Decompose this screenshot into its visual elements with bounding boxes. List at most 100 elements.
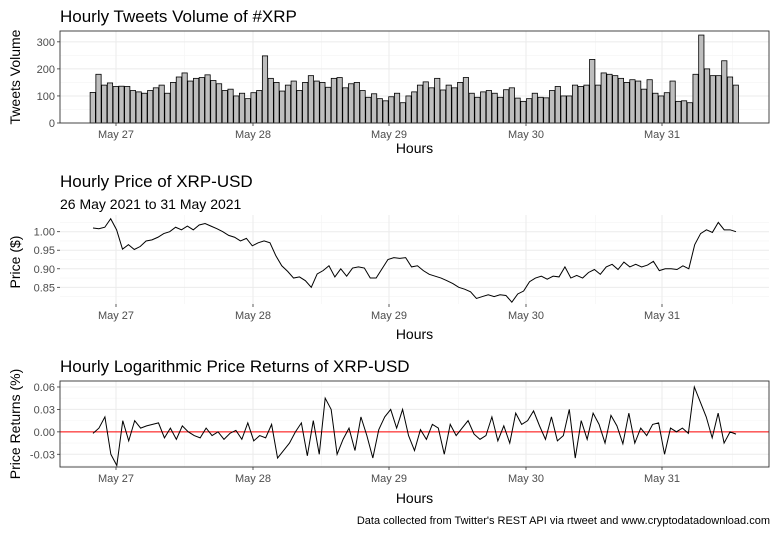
tweet-volume-bar: [686, 102, 693, 124]
tweet-volume-bar: [721, 60, 728, 124]
tweet-volume-bar: [635, 80, 642, 124]
tweet-volume-bar: [554, 86, 561, 124]
returns-chart-title: Hourly Logarithmic Price Returns of XRP-…: [60, 357, 410, 376]
price-x-ticks: May 27 May 28 May 29 May 30 May 31: [98, 304, 680, 322]
tweet-volume-bar: [313, 80, 320, 124]
tweet-volume-bar: [675, 100, 682, 124]
tweet-volume-bar: [158, 84, 165, 124]
tweet-volume-bar: [244, 98, 251, 124]
x-tick-label: May 30: [508, 129, 544, 141]
tweet-volume-bar: [405, 95, 412, 124]
tweet-volume-bar: [399, 102, 406, 124]
tweet-volume-bar: [279, 90, 286, 124]
tweet-volume-bar: [543, 97, 550, 124]
returns-y-axis-label: Price Returns (%): [7, 369, 23, 479]
tweet-volume-bar: [319, 82, 326, 124]
tweet-volume-bar: [394, 92, 401, 124]
tweet-volume-bar: [600, 72, 607, 124]
returns-x-ticks: May 27 May 28 May 29 May 30 May 31: [98, 467, 680, 485]
tweet-volume-bar: [497, 96, 504, 124]
x-tick-label: May 28: [235, 473, 271, 485]
tweet-volume-bar: [302, 82, 309, 124]
tweet-volume-bar: [147, 90, 154, 124]
tweet-volume-bar: [537, 96, 544, 124]
tweet-volume-bar: [566, 95, 573, 124]
y-tick-label: 0.00: [34, 427, 55, 439]
tweet-volume-bar: [348, 83, 355, 124]
tweet-volume-bar: [238, 92, 246, 124]
tweet-volume-bar: [256, 90, 263, 124]
tweet-volume-bar: [531, 92, 538, 124]
tweets-plot-frame: [59, 30, 770, 124]
tweets-y-axis-label: Tweets Volume: [7, 29, 23, 124]
tweet-volume-bar: [112, 86, 119, 124]
y-tick-label: 300: [37, 37, 55, 49]
price-line: [92, 217, 737, 303]
x-tick-label: May 29: [371, 473, 407, 485]
y-tick-label: -0.03: [30, 449, 55, 461]
price-panel: Hourly Price of XRP-USD 26 May 2021 to 3…: [7, 172, 769, 342]
tweet-volume-bar: [336, 77, 343, 124]
tweet-volume-bar: [520, 100, 527, 124]
tweet-volume-bar: [474, 96, 481, 124]
x-tick-label: May 31: [644, 473, 680, 485]
tweet-volume-bar: [106, 82, 114, 124]
tweet-volume-bar: [164, 92, 171, 124]
tweet-volume-bar: [261, 55, 269, 124]
tweet-volume-bar: [468, 92, 475, 124]
tweet-volume-bar: [571, 84, 579, 124]
tweet-volume-bar: [227, 88, 234, 124]
tweet-volume-bar: [342, 87, 349, 124]
price-chart-subtitle: 26 May 2021 to 31 May 2021: [60, 196, 242, 212]
tweet-volume-bar: [181, 72, 188, 124]
tweet-volume-bar: [371, 93, 378, 124]
tweet-volume-bar: [422, 81, 429, 124]
x-tick-label: May 30: [508, 310, 544, 322]
y-tick-label: 1.00: [34, 227, 55, 239]
x-tick-label: May 27: [98, 473, 134, 485]
y-tick-label: 0.85: [34, 282, 55, 294]
tweet-volume-bar: [623, 82, 630, 124]
tweet-volume-bar: [267, 77, 274, 124]
tweet-volume-bar: [411, 91, 418, 124]
tweet-volume-bar: [451, 87, 458, 124]
returns-plot-frame: [59, 380, 770, 468]
tweet-volume-bar: [135, 91, 142, 124]
returns-x-axis-label: Hours: [396, 490, 433, 506]
tweet-volume-bar: [124, 86, 131, 124]
tweet-volume-bar: [141, 92, 148, 124]
tweet-volume-bar: [221, 90, 228, 124]
tweet-volume-bar: [353, 82, 360, 124]
tweet-volume-bar: [193, 77, 200, 124]
x-tick-label: May 27: [98, 129, 134, 141]
tweet-volume-bar: [617, 77, 624, 124]
x-tick-label: May 28: [235, 129, 271, 141]
tweet-volume-bar: [704, 68, 711, 124]
tweet-volume-bar: [198, 77, 205, 124]
x-tick-label: May 31: [644, 129, 680, 141]
y-tick-label: 0.03: [34, 404, 55, 416]
tweet-volume-bar: [629, 79, 636, 124]
price-y-axis-label: Price ($): [7, 236, 23, 289]
tweet-volume-bar: [210, 80, 217, 124]
tweet-volume-bar: [726, 76, 734, 124]
tweet-volume-bar: [273, 82, 280, 124]
price-x-axis-label: Hours: [396, 326, 433, 342]
tweet-volume-bar: [646, 79, 653, 124]
tweet-volume-bar: [307, 75, 314, 124]
tweet-volume-bar: [658, 95, 665, 124]
returns-line: [92, 385, 737, 468]
tweet-volume-bar: [325, 86, 332, 124]
returns-series: [92, 385, 737, 468]
tweet-volume-bar: [290, 80, 297, 124]
data-source-caption: Data collected from Twitter's REST API v…: [357, 515, 770, 527]
tweet-volume-bar: [669, 80, 676, 124]
tweet-volume-bar: [732, 84, 739, 124]
tweets-x-ticks: May 27 May 28 May 29 May 30 May 31: [98, 123, 680, 141]
tweet-volume-bar: [233, 95, 240, 124]
tweet-volume-bar: [359, 90, 366, 124]
tweet-volume-bar: [365, 96, 372, 124]
tweet-volume-bar: [560, 95, 567, 124]
tweet-volume-bar: [692, 73, 699, 124]
